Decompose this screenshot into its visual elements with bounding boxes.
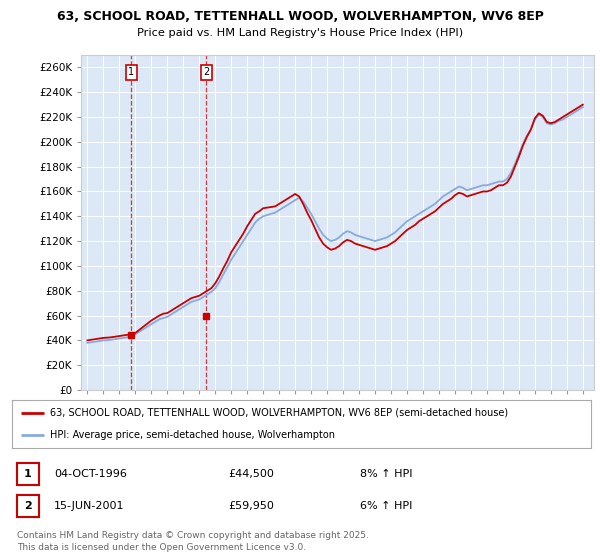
Text: £44,500: £44,500 (228, 469, 274, 479)
Text: 04-OCT-1996: 04-OCT-1996 (54, 469, 127, 479)
Text: 6% ↑ HPI: 6% ↑ HPI (360, 501, 412, 511)
Text: HPI: Average price, semi-detached house, Wolverhampton: HPI: Average price, semi-detached house,… (50, 430, 335, 440)
Text: 2: 2 (203, 67, 209, 77)
Text: 63, SCHOOL ROAD, TETTENHALL WOOD, WOLVERHAMPTON, WV6 8EP: 63, SCHOOL ROAD, TETTENHALL WOOD, WOLVER… (56, 10, 544, 23)
Text: Price paid vs. HM Land Registry's House Price Index (HPI): Price paid vs. HM Land Registry's House … (137, 28, 463, 38)
Text: Contains HM Land Registry data © Crown copyright and database right 2025.
This d: Contains HM Land Registry data © Crown c… (17, 531, 368, 552)
Text: 1: 1 (128, 67, 134, 77)
Text: 63, SCHOOL ROAD, TETTENHALL WOOD, WOLVERHAMPTON, WV6 8EP (semi-detached house): 63, SCHOOL ROAD, TETTENHALL WOOD, WOLVER… (50, 408, 508, 418)
Text: 2: 2 (24, 501, 32, 511)
Text: 1: 1 (24, 469, 32, 479)
Text: 15-JUN-2001: 15-JUN-2001 (54, 501, 125, 511)
Text: £59,950: £59,950 (228, 501, 274, 511)
Text: 8% ↑ HPI: 8% ↑ HPI (360, 469, 413, 479)
